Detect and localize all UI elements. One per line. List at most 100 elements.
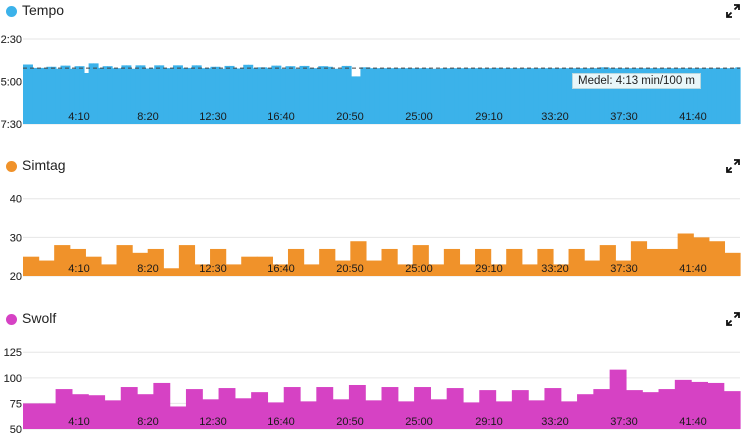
- data-bar: [304, 65, 310, 124]
- y-tick-label-overlay: 100: [4, 373, 22, 385]
- x-tick-label: 8:20: [137, 263, 158, 275]
- data-bar: [300, 401, 317, 429]
- data-bar: [655, 68, 661, 124]
- data-bar: [397, 68, 404, 124]
- data-bar: [627, 68, 633, 124]
- data-bar: [543, 68, 549, 124]
- data-bar: [458, 68, 465, 124]
- data-bar: [369, 68, 376, 124]
- x-tick-label: 25:00: [405, 263, 433, 275]
- data-bar: [723, 391, 741, 429]
- expand-arrows-icon[interactable]: [726, 159, 740, 173]
- y-tick-label-overlay: 125: [4, 347, 22, 359]
- data-bar: [590, 68, 596, 124]
- data-bar: [511, 390, 529, 429]
- data-bar: [319, 248, 336, 276]
- x-tick-label: 25:00: [405, 111, 433, 123]
- data-bar: [660, 68, 666, 124]
- data-bar: [121, 65, 127, 124]
- data-bar: [225, 264, 242, 276]
- data-bar: [74, 66, 80, 124]
- x-tick-label: 37:30: [610, 263, 638, 275]
- y-tick-label: 50: [10, 424, 22, 436]
- data-bar: [163, 68, 169, 124]
- data-bar: [234, 398, 252, 429]
- data-bar: [374, 68, 380, 124]
- data-bar: [294, 68, 301, 124]
- data-bar: [646, 248, 663, 276]
- data-bar: [187, 67, 193, 124]
- data-bar: [348, 384, 366, 429]
- data-bar: [336, 68, 343, 124]
- simtag-chart: 20 30 40 4:10 8:20 12:30 16:40 20:50 25:00 29:10 3…: [10, 194, 741, 283]
- data-bar: [313, 68, 319, 124]
- data-bar: [604, 67, 610, 124]
- data-bar: [360, 67, 366, 124]
- data-bar: [365, 260, 383, 276]
- data-bar: [477, 68, 483, 124]
- data-bar: [290, 66, 296, 124]
- tempo-chart: 2:30 5:00 7:30 4:10 8:20 12:30 16:40 20:50 25:00…: [1, 34, 741, 131]
- data-bar: [560, 401, 578, 429]
- data-bar: [491, 67, 497, 124]
- y-tick-label-overlay: 2:30: [1, 34, 22, 46]
- data-bar: [120, 387, 138, 429]
- data-bar: [662, 248, 679, 276]
- data-bar: [388, 68, 394, 124]
- data-bar: [381, 248, 398, 276]
- data-bar: [23, 256, 40, 276]
- data-bar: [194, 264, 211, 276]
- data-bar: [449, 68, 455, 124]
- data-bar: [599, 245, 616, 276]
- x-tick-label: 29:10: [475, 263, 503, 275]
- data-bar: [178, 245, 196, 276]
- x-tick-label: 20:50: [336, 111, 364, 123]
- average-tooltip: Medel: 4:13 min/100 m: [572, 73, 701, 89]
- data-bar: [521, 264, 538, 276]
- data-bar: [725, 68, 732, 124]
- expand-arrows-icon[interactable]: [726, 4, 740, 18]
- x-tick-label: 33:20: [541, 416, 569, 428]
- data-bar: [613, 68, 619, 124]
- data-bar: [636, 68, 643, 124]
- data-bar: [426, 68, 432, 124]
- data-bar: [730, 68, 736, 124]
- y-tick-label-overlay: 5:00: [1, 77, 22, 89]
- data-bar: [479, 390, 497, 429]
- data-bar: [185, 389, 203, 429]
- data-bar: [646, 68, 652, 124]
- x-tick-label: 4:10: [68, 263, 89, 275]
- swolf-legend-dot: [6, 314, 17, 325]
- data-bar: [669, 68, 675, 124]
- x-tick-label: 16:40: [267, 111, 295, 123]
- x-tick-label: 16:40: [267, 416, 295, 428]
- data-bar: [482, 68, 488, 124]
- data-bar: [39, 403, 57, 429]
- data-bar: [495, 401, 513, 429]
- data-bar: [468, 68, 474, 124]
- y-tick-label-overlay: 75: [10, 398, 22, 410]
- tempo-legend-dot: [6, 6, 17, 17]
- data-bar: [593, 389, 611, 429]
- data-bar: [88, 395, 106, 429]
- data-bar: [205, 68, 212, 124]
- data-bar: [693, 68, 699, 124]
- data-bar: [132, 252, 149, 276]
- data-bar: [351, 76, 357, 124]
- data-bar: [537, 248, 554, 276]
- expand-arrows-icon[interactable]: [726, 312, 740, 326]
- data-bar: [430, 68, 436, 124]
- data-bar: [459, 264, 476, 276]
- y-tick-label-overlay: 7:30: [1, 119, 22, 131]
- x-tick-label: 20:50: [336, 416, 364, 428]
- data-bar: [677, 233, 694, 276]
- data-bar: [37, 67, 43, 124]
- data-bar: [233, 68, 240, 124]
- data-bar: [615, 260, 632, 276]
- data-bar: [116, 68, 123, 124]
- data-bar: [533, 68, 540, 124]
- data-bar: [322, 66, 329, 124]
- data-bar: [501, 68, 507, 124]
- data-bar: [32, 67, 38, 124]
- data-bar: [568, 248, 585, 276]
